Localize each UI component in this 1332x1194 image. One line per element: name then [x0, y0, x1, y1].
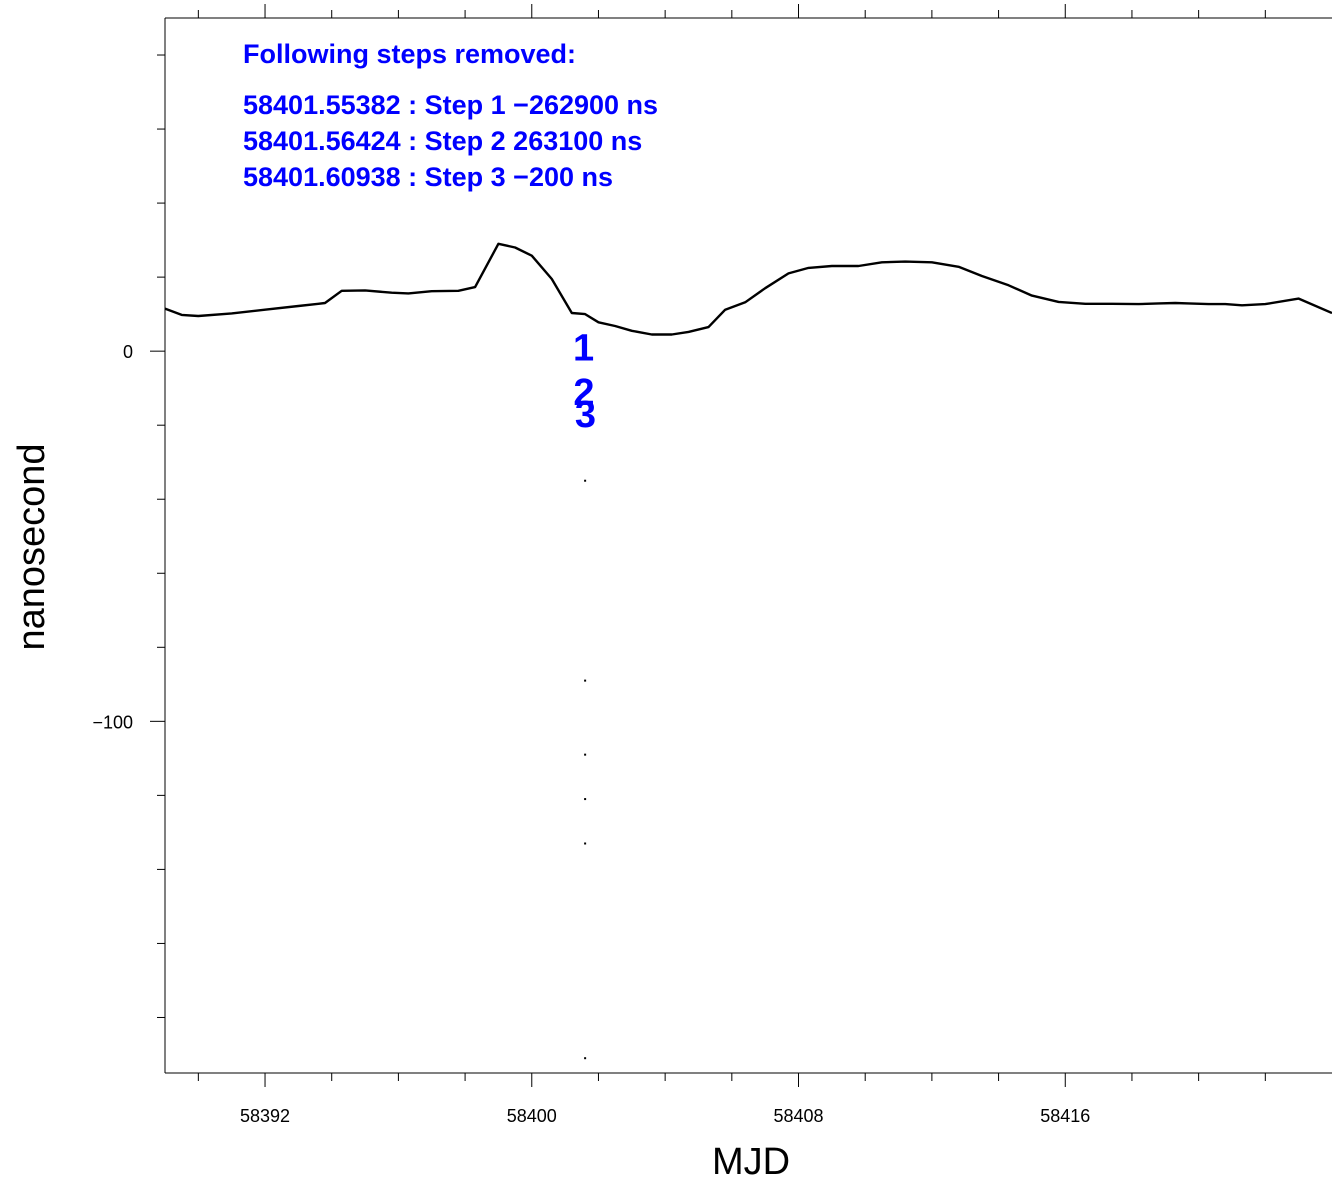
annotation-line-2: 58401.56424 : Step 2 263100 ns — [243, 126, 642, 156]
x-tick-label: 58408 — [773, 1106, 823, 1126]
x-tick-label: 58392 — [240, 1106, 290, 1126]
step-marker-dot — [584, 753, 587, 756]
y-tick-label: −100 — [92, 712, 133, 732]
y-axis: 0 −100 — [92, 54, 165, 1018]
x-tick-label: 58416 — [1040, 1106, 1090, 1126]
step-marker-dot — [584, 679, 587, 682]
step-marker-dot — [584, 798, 587, 801]
annotation-line-1: 58401.55382 : Step 1 −262900 ns — [243, 90, 658, 120]
step-marker-layer: 123 — [573, 327, 596, 1060]
step-marker-label: 1 — [573, 327, 594, 369]
x-axis-title: MJD — [712, 1141, 790, 1183]
y-axis-title: nanosecond — [11, 443, 53, 650]
plot-frame — [164, 17, 1332, 1074]
annotation-heading: Following steps removed: — [243, 39, 576, 69]
step-marker-dot — [584, 479, 587, 482]
series-line-1 — [164, 242, 1332, 336]
step-marker-dot — [584, 842, 587, 845]
annotation-line-3: 58401.60938 : Step 3 −200 ns — [243, 162, 613, 192]
step-marker-label: 2 — [573, 372, 594, 414]
x-axis: 58392 58400 58408 58416 — [197, 4, 1266, 1126]
series-layer — [164, 242, 1332, 336]
step-marker-label: 3 — [575, 394, 596, 436]
step-marker-dot — [584, 1057, 587, 1060]
y-tick-label: 0 — [123, 342, 133, 362]
step-annotation: Following steps removed: 58401.55382 : S… — [243, 39, 658, 192]
x-tick-label: 58400 — [507, 1106, 557, 1126]
